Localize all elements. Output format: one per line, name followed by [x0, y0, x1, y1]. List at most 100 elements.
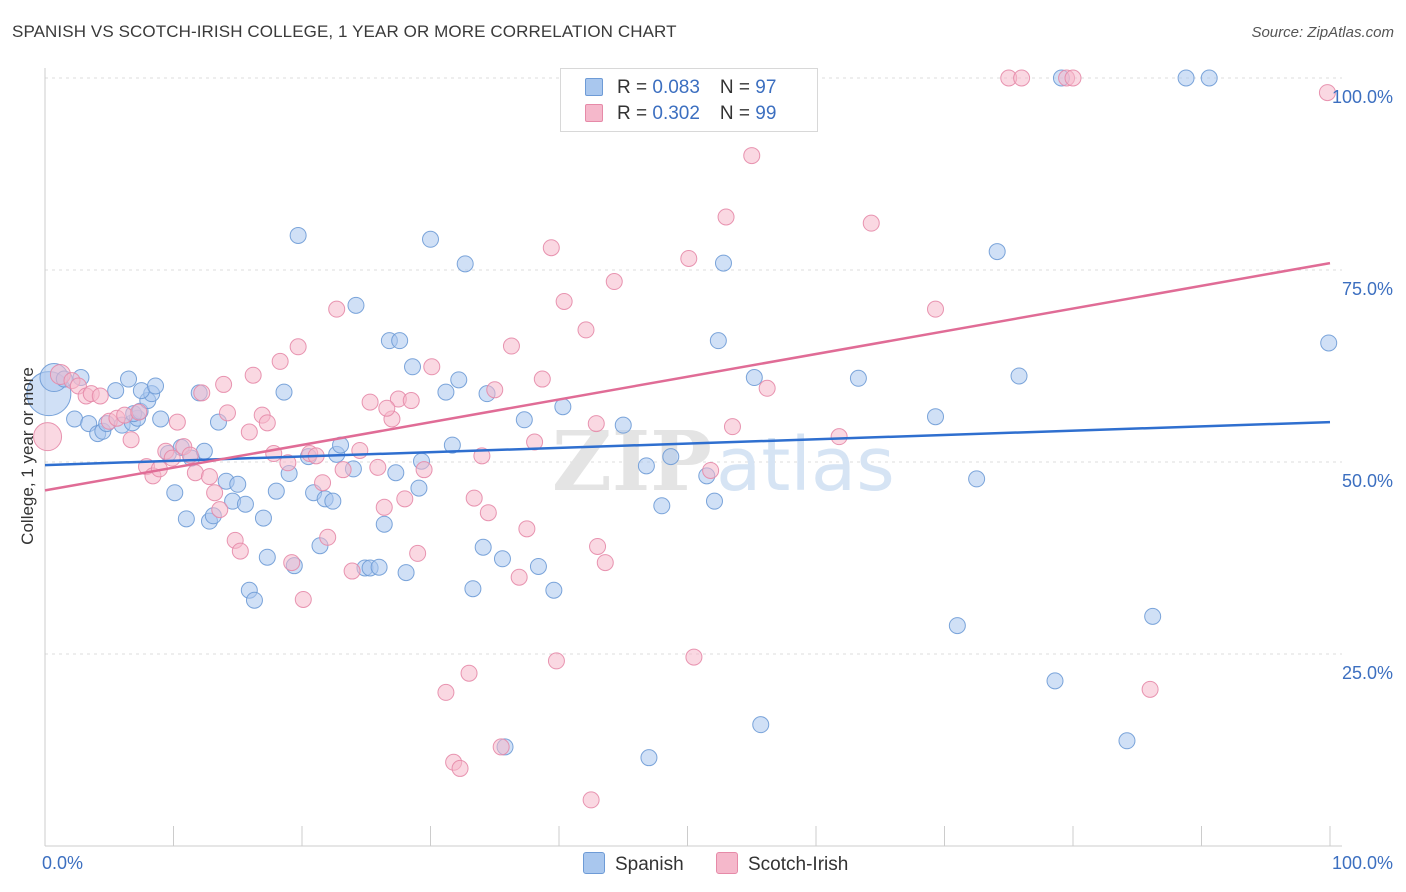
legend-item-scotch-irish[interactable]: Scotch-Irish	[716, 852, 848, 876]
scotch-irish-point-90	[1013, 69, 1031, 87]
spanish-point-95	[1046, 672, 1064, 690]
scotch-irish-point-61	[479, 504, 497, 522]
spanish-point-59	[391, 332, 409, 350]
scotch-irish-point-94	[1318, 84, 1336, 102]
scotch-irish-point-28	[240, 423, 258, 441]
scotch-irish-point-41	[319, 528, 337, 546]
scotch-irish-point-80	[685, 648, 703, 666]
spanish-point-65	[437, 383, 455, 401]
scotch-irish-point-11	[130, 403, 148, 421]
scotch-irish-point-53	[409, 544, 427, 562]
scotch-irish-point-45	[351, 441, 369, 459]
scotch-irish-point-93	[1141, 680, 1159, 698]
scotch-irish-point-83	[723, 418, 741, 436]
spanish-point-18	[132, 382, 150, 400]
scotch-irish-point-74	[582, 791, 600, 809]
scotch-irish-point-23	[206, 484, 224, 502]
scotch-irish-point-0	[33, 422, 63, 452]
scotch-irish-point-33	[271, 352, 289, 370]
legend-spanish-swatch	[583, 852, 605, 874]
scotch-irish-point-51	[396, 490, 414, 508]
watermark: ZIP atlas	[552, 414, 895, 510]
spanish-point-100	[1200, 69, 1218, 87]
scotch-irish-r-label: R =	[617, 103, 653, 124]
spanish-point-101	[1320, 334, 1338, 352]
spanish-point-69	[464, 580, 482, 598]
scotch-irish-point-92	[1064, 69, 1082, 87]
legend-spanish-label: Spanish	[615, 854, 684, 875]
legend-item-spanish[interactable]: Spanish	[583, 852, 684, 876]
spanish-point-66	[443, 436, 461, 454]
scotch-irish-point-98	[215, 375, 233, 393]
scotch-irish-point-37	[294, 590, 312, 608]
spanish-point-61	[404, 358, 422, 376]
spanish-point-86	[714, 254, 732, 272]
spanish-point-68	[456, 255, 474, 273]
stats-row-spanish: R = 0.083 N = 97	[585, 77, 776, 99]
scotch-irish-point-82	[717, 208, 735, 226]
scotch-irish-point-58	[451, 759, 469, 777]
spanish-point-67	[450, 371, 468, 389]
scotch-irish-point-65	[510, 568, 528, 586]
scotch-irish-point-44	[343, 562, 361, 580]
x-ticks	[44, 826, 1331, 846]
scotch-irish-point-71	[555, 292, 573, 310]
scotch-irish-point-86	[830, 428, 848, 446]
spanish-n-label: N =	[719, 77, 756, 98]
spanish-point-75	[529, 557, 547, 575]
y-axis-label: College, 1 year or more	[18, 367, 37, 545]
stats-legend: R = 0.083 N = 97 R = 0.302 N = 99	[560, 68, 818, 132]
spanish-trend-line	[44, 420, 1331, 467]
scotch-irish-point-36	[289, 338, 307, 356]
scotch-irish-point-31	[258, 414, 276, 432]
scotch-irish-point-6	[91, 387, 109, 405]
scotch-irish-point-96	[460, 664, 478, 682]
spanish-point-48	[324, 492, 342, 510]
scotch-irish-point-95	[587, 415, 605, 433]
spanish-point-55	[370, 558, 388, 576]
spanish-point-27	[195, 442, 213, 460]
spanish-point-82	[662, 448, 680, 466]
spanish-point-97	[1118, 732, 1136, 750]
scotch-irish-point-42	[328, 300, 346, 318]
spanish-point-81	[653, 497, 671, 515]
scotch-irish-point-40	[314, 474, 332, 492]
spanish-point-39	[267, 482, 285, 500]
scotch-irish-point-46	[361, 393, 379, 411]
spanish-point-98	[1144, 607, 1162, 625]
spanish-point-64	[422, 230, 439, 248]
spanish-point-94	[1010, 367, 1028, 385]
scotch-irish-point-97	[378, 399, 396, 417]
scotch-irish-point-20	[186, 464, 204, 482]
scotch-irish-point-84	[743, 147, 761, 165]
scotch-irish-point-85	[758, 379, 776, 397]
y-tick-labels: 25.0% 50.0% 75.0% 100.0%	[1332, 87, 1393, 683]
scotch-irish-point-22	[200, 468, 218, 486]
scotch-irish-point-9	[116, 406, 134, 424]
scotch-irish-point-27	[231, 542, 249, 560]
scotch-irish-point-62	[486, 381, 504, 399]
scotch-irish-point-70	[547, 652, 565, 670]
scotch-irish-n-label: N =	[719, 103, 756, 124]
scotch-irish-point-10	[122, 431, 140, 449]
spanish-point-79	[637, 457, 655, 475]
stats-row-scotch-irish: R = 0.302 N = 99	[585, 103, 776, 125]
scotch-irish-point-29	[244, 366, 262, 384]
y-tick-label-25: 25.0%	[1342, 663, 1393, 683]
scotch-irish-point-21	[193, 384, 211, 402]
scotch-irish-point-66	[518, 520, 536, 538]
spanish-point-9	[107, 382, 125, 400]
spanish-point-36	[245, 591, 263, 609]
spanish-point-38	[258, 548, 276, 566]
scotch-irish-point-17	[168, 413, 186, 431]
scotch-irish-point-55	[423, 358, 441, 376]
spanish-point-72	[493, 550, 511, 568]
spanish-point-33	[229, 475, 247, 493]
scotch-irish-swatch	[585, 104, 603, 122]
spanish-point-62	[410, 479, 428, 497]
y-tick-label-50: 50.0%	[1342, 471, 1393, 491]
spanish-point-70	[474, 538, 492, 556]
spanish-point-52	[347, 296, 365, 314]
spanish-point-58	[387, 464, 405, 482]
